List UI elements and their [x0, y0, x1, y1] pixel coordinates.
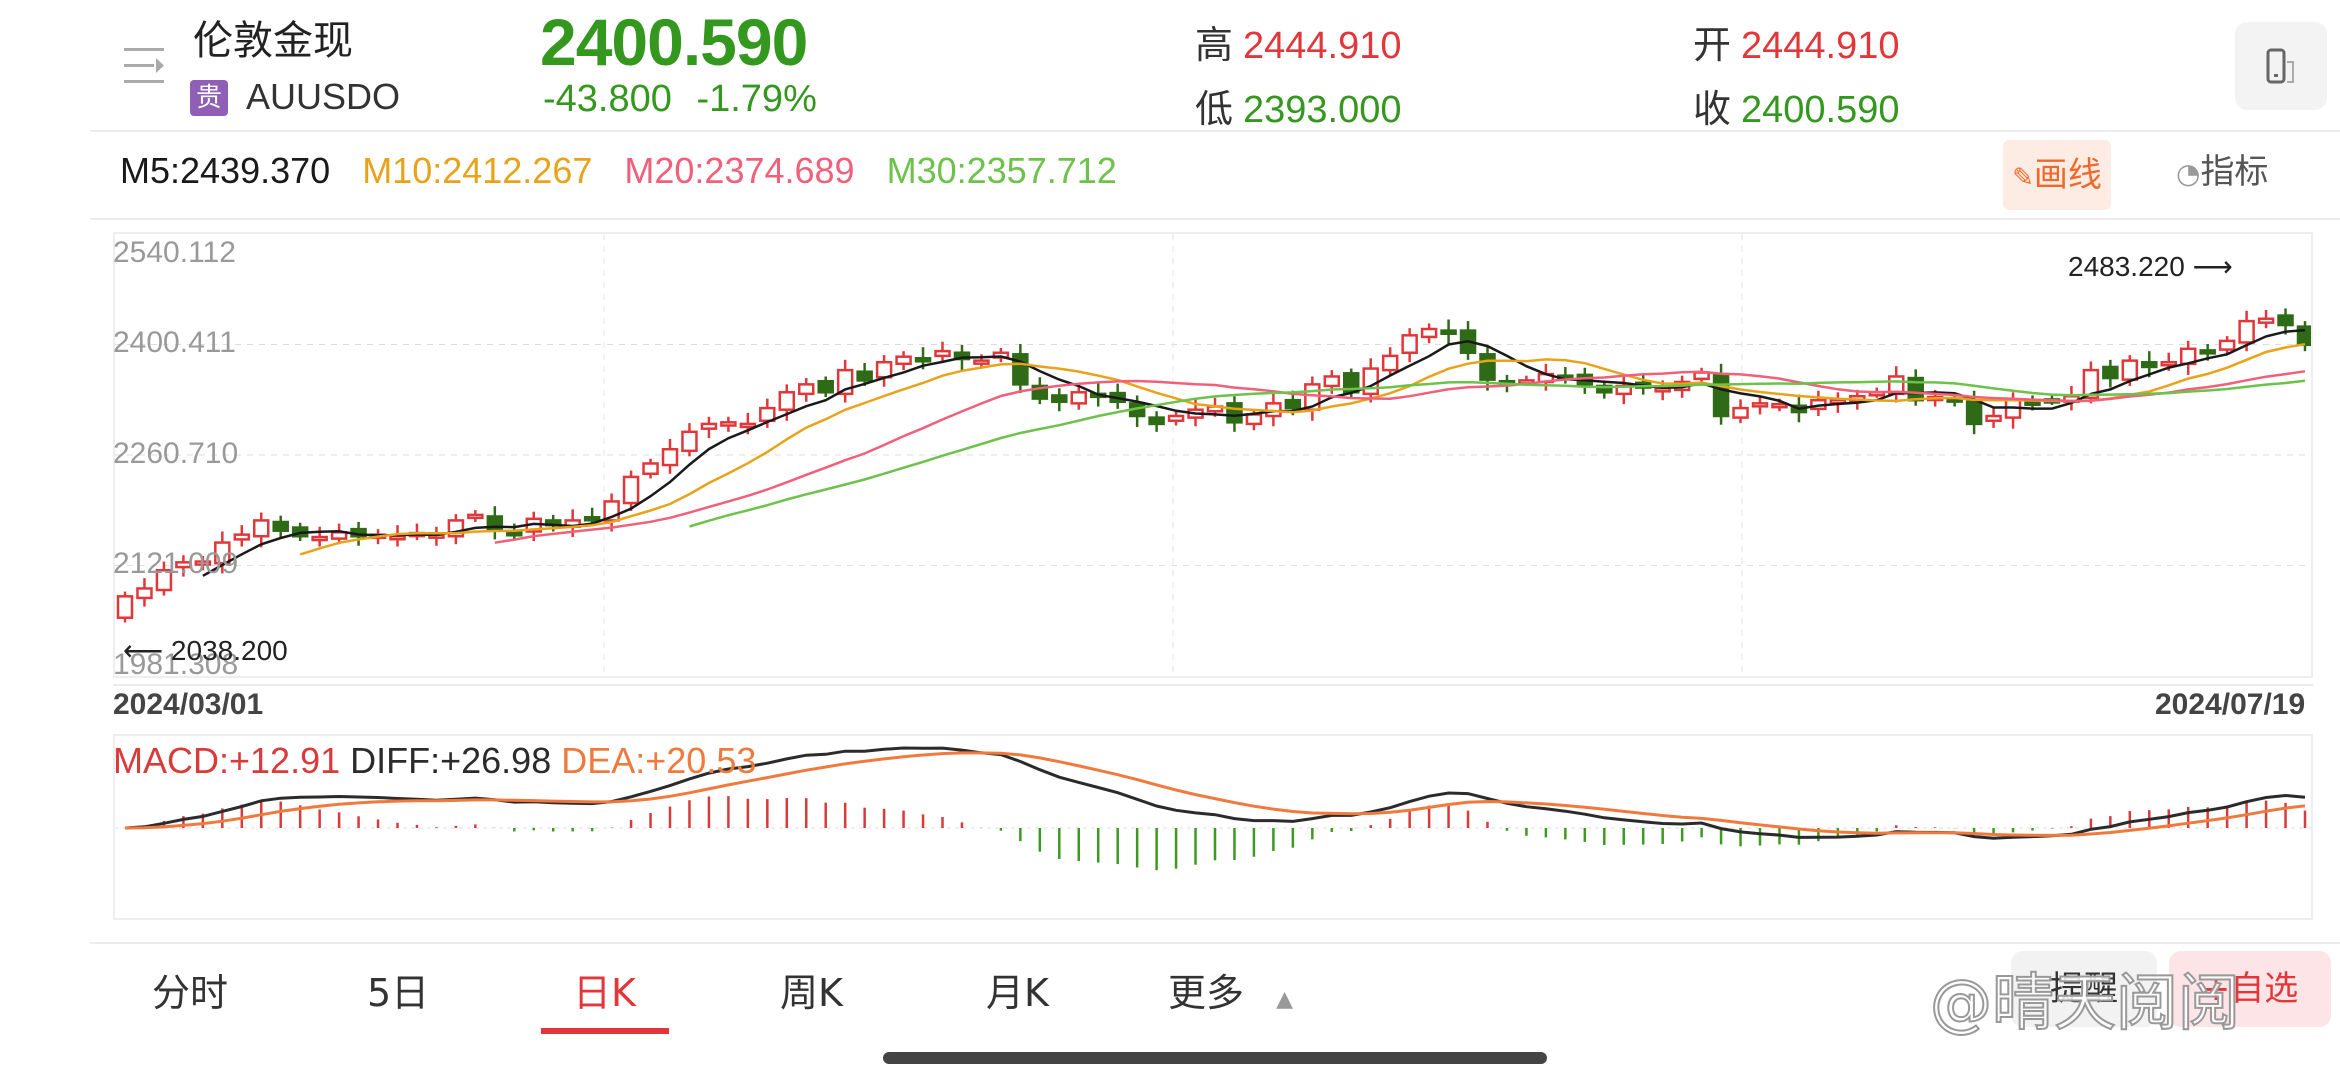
indicator-label: 指标 [2200, 152, 2269, 192]
reminder-button[interactable]: 提醒 [2011, 951, 2157, 1027]
watermark: @晴天阅阅 [1929, 965, 2241, 1040]
open-stat: 开 2444.910 [1693, 14, 1900, 69]
landscape-toggle-button[interactable] [2235, 22, 2327, 110]
ma30-label: M30:2357.712 [886, 150, 1117, 191]
tab-more[interactable]: 更多 ▲ [1168, 962, 1293, 1017]
header-divider [90, 130, 2340, 132]
arrow-right-icon: ⟶ [2184, 251, 2233, 282]
legend-divider [90, 218, 2340, 220]
diff-value: DIFF:+26.98 [350, 740, 552, 781]
instrument-name: 伦敦金现 [193, 18, 353, 64]
open-value: 2444.910 [1741, 25, 1900, 67]
draw-line-button[interactable]: ✎画线 [2003, 140, 2111, 210]
ma20-label: M20:2374.689 [624, 150, 855, 191]
tab-daily-k[interactable]: 日K [573, 971, 636, 1015]
max-price-marker: 2483.220 ⟶ [2068, 250, 2233, 283]
dea-value: DEA:+20.53 [561, 740, 757, 781]
y-label-4: 2121.009 [113, 547, 239, 580]
menu-icon[interactable] [124, 46, 168, 86]
open-label: 开 [1693, 23, 1732, 67]
low-value: 2393.000 [1243, 89, 1402, 131]
min-price-value: 2038.200 [170, 635, 288, 666]
candlestick-plot[interactable] [115, 234, 2314, 676]
start-date: 2024/03/01 [113, 688, 264, 721]
tab-weekly-k[interactable]: 周K [780, 971, 843, 1015]
precious-metal-badge: 贵 [190, 80, 228, 116]
tab-intraday[interactable]: 分时 [152, 971, 229, 1015]
change-value: -43.800 [543, 78, 672, 120]
pencil-icon: ✎ [2012, 163, 2034, 193]
ma10-label: M10:2412.267 [362, 150, 593, 191]
tab-5day[interactable]: 5日 [367, 971, 430, 1015]
active-tab-underline [541, 1028, 669, 1034]
add-watchlist-button[interactable]: +自选 [2169, 951, 2331, 1027]
end-date: 2024/07/19 [2155, 688, 2306, 721]
ma-legend: M5:2439.370 M10:2412.267 M20:2374.689 M3… [120, 150, 1139, 192]
close-value: 2400.590 [1741, 89, 1900, 131]
macd-legend: MACD:+12.91 DIFF:+26.98 DEA:+20.53 [113, 740, 756, 782]
high-label: 高 [1195, 23, 1234, 67]
date-divider [113, 684, 2313, 686]
instrument-code: AUUSDO [246, 76, 401, 117]
tab-monthly-k[interactable]: 月K [986, 971, 1049, 1015]
low-label: 低 [1195, 87, 1234, 131]
indicator-button[interactable]: ◔指标 [2176, 144, 2268, 193]
macd-chart[interactable] [113, 734, 2313, 920]
low-stat: 低 2393.000 [1195, 78, 1402, 133]
gauge-icon: ◔ [2176, 157, 2201, 190]
high-value: 2444.910 [1243, 25, 1402, 67]
caret-up-icon: ▲ [1276, 987, 1294, 1012]
y-label-max: 2540.112 [113, 236, 236, 269]
close-label: 收 [1693, 87, 1732, 131]
min-price-marker: ⟵ 2038.200 [123, 634, 288, 667]
y-label-min: 1981.308 [113, 648, 239, 681]
macd-value: MACD:+12.91 [113, 740, 341, 781]
high-stat: 高 2444.910 [1195, 14, 1402, 69]
last-price: 2400.590 [540, 5, 808, 79]
macd-plot[interactable] [115, 736, 2311, 918]
tabs-divider [90, 942, 2340, 944]
ma5-label: M5:2439.370 [120, 150, 331, 191]
tab-more-label: 更多 [1168, 971, 1245, 1015]
kline-chart[interactable] [113, 232, 2314, 678]
y-label-3: 2260.710 [113, 437, 239, 470]
draw-line-label: 画线 [2033, 155, 2102, 195]
change-percent: -1.79% [696, 78, 817, 120]
close-stat: 收 2400.590 [1693, 78, 1900, 133]
arrow-left-icon: ⟵ [123, 635, 171, 666]
phone-rotate-icon [2266, 48, 2294, 84]
y-label-2: 2400.411 [113, 326, 236, 359]
home-indicator[interactable] [883, 1052, 1547, 1064]
price-change: -43.800 -1.79% [543, 78, 817, 121]
max-price-value: 2483.220 [2068, 251, 2185, 282]
